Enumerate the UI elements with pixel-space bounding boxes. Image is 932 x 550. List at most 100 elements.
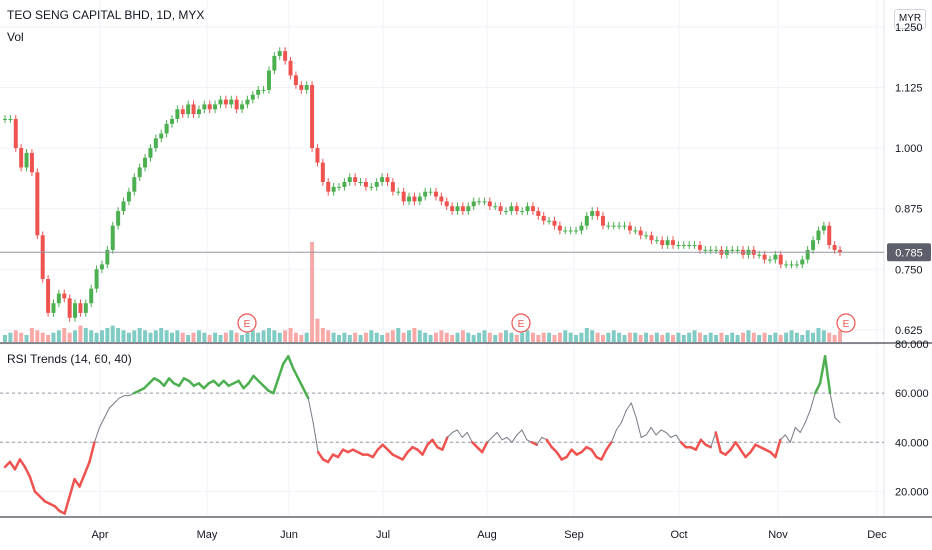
rsi-line-segment — [401, 450, 409, 461]
volume-bar — [514, 335, 519, 342]
rsi-line-segment — [829, 392, 836, 419]
last-price-label: 0.785 — [895, 247, 923, 259]
volume-bar — [563, 330, 568, 342]
candle-body — [245, 99, 250, 105]
candle-body — [369, 186, 374, 188]
candle-body — [762, 254, 767, 260]
candle-body — [73, 303, 78, 318]
volume-bar — [417, 330, 422, 342]
rsi-line-segment — [789, 427, 796, 443]
volume-bar — [396, 328, 401, 342]
rsi-line-segment — [93, 427, 100, 443]
rsi-line-segment — [794, 427, 801, 433]
rsi-line-segment — [511, 434, 518, 443]
volume-bar — [380, 335, 385, 342]
candle-body — [358, 182, 363, 183]
earnings-marker-label: E — [518, 319, 525, 330]
rsi-tick-label: 60.000 — [895, 388, 929, 400]
volume-bar — [477, 332, 482, 342]
volume-bar — [304, 332, 309, 342]
candle-body — [757, 254, 762, 256]
rsi-line-segment — [625, 402, 632, 411]
candle-body — [450, 206, 455, 212]
candle-body — [644, 235, 649, 237]
volume-bar — [584, 328, 589, 342]
volume-bar — [374, 332, 379, 342]
candle-body — [110, 225, 115, 250]
rsi-line-segment — [108, 402, 115, 409]
volume-bar — [342, 332, 347, 342]
volume-bar — [191, 332, 196, 342]
candle-body — [428, 191, 433, 193]
candle-body — [606, 225, 611, 227]
volume-bar — [724, 335, 729, 342]
candle-body — [455, 206, 460, 212]
candle-body — [832, 245, 837, 250]
volume-bar — [557, 332, 562, 342]
volume-bar — [838, 330, 842, 342]
volume-bar — [741, 332, 746, 342]
rsi-line-segment — [555, 450, 563, 461]
candle-body — [342, 182, 347, 187]
candle-body — [374, 182, 379, 187]
volume-bar — [310, 242, 315, 342]
volume-bar — [687, 332, 692, 342]
candle-body — [477, 201, 482, 203]
candle-body — [380, 177, 385, 182]
candle-body — [681, 245, 686, 247]
volume-bar — [132, 330, 137, 342]
rsi-line-segment — [461, 431, 468, 438]
rsi-line-segment — [590, 448, 598, 459]
volume-bar — [73, 330, 78, 342]
volume-bar — [223, 332, 228, 342]
candle-body — [660, 240, 665, 246]
rsi-line-segment — [605, 441, 613, 451]
candle-body — [62, 293, 67, 299]
candle-body — [78, 303, 83, 313]
x-tick-label: Jul — [376, 529, 390, 541]
candle-body — [148, 148, 153, 158]
rsi-line-segment — [640, 434, 647, 438]
volume-bar — [455, 332, 460, 342]
currency-button[interactable]: MYR — [894, 9, 926, 29]
volume-bar — [633, 332, 638, 342]
candle-body — [557, 225, 562, 231]
volume-bar — [735, 335, 740, 342]
volume-bar — [832, 335, 837, 342]
volume-bar — [423, 332, 428, 342]
candle-body — [401, 191, 406, 202]
candle-body — [89, 288, 94, 304]
volume-bar — [218, 335, 223, 342]
volume-bar — [730, 332, 735, 342]
candle-body — [240, 104, 245, 110]
volume-bar — [547, 332, 552, 342]
rsi-line-segment — [371, 448, 380, 459]
candle-body — [514, 206, 519, 212]
volume-bar — [751, 332, 756, 342]
rsi-line-segment — [277, 362, 285, 380]
candle-body — [665, 240, 670, 246]
volume-bar — [326, 330, 331, 342]
rsi-line-segment — [516, 429, 523, 436]
volume-bar — [126, 332, 131, 342]
volume-bar — [293, 332, 298, 342]
candle-body — [547, 220, 552, 222]
volume-bar — [444, 332, 449, 342]
candle-body — [794, 264, 799, 266]
volume-bar — [407, 330, 412, 342]
volume-bar — [40, 332, 45, 342]
volume-bar — [671, 335, 675, 342]
rsi-line-segment — [98, 417, 105, 429]
volume-bar — [600, 335, 605, 342]
rsi-line-segment — [441, 436, 449, 451]
candle-body — [46, 278, 51, 313]
candle-body — [143, 157, 148, 168]
rsi-line-segment — [292, 367, 300, 380]
volume-bar — [331, 332, 336, 342]
rsi-line-segment — [545, 438, 553, 449]
volume-bar — [708, 332, 713, 342]
volume-bar — [703, 335, 708, 342]
rsi-line-segment — [247, 374, 255, 385]
volume-bar — [536, 335, 541, 342]
volume-bar — [358, 335, 363, 342]
